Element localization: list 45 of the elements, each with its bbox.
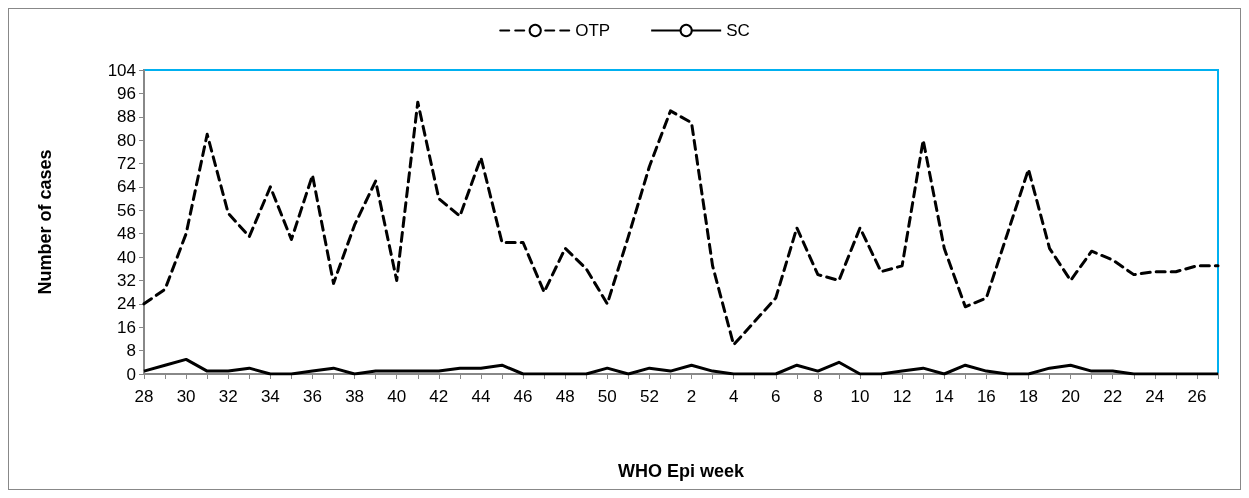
x-tick-label: 40 — [387, 387, 407, 406]
y-tick-label: 32 — [117, 270, 136, 290]
y-tick-label: 64 — [117, 177, 136, 197]
x-tick-label: 30 — [176, 387, 196, 406]
x-tick-label: 8 — [813, 387, 823, 406]
x-tick-label: 24 — [1145, 387, 1165, 406]
x-tick-label: 50 — [597, 387, 617, 406]
y-tick-label: 56 — [117, 200, 136, 220]
y-tick-label: 48 — [117, 224, 136, 244]
x-tick-label: 26 — [1187, 387, 1207, 406]
y-tick-label: 88 — [117, 107, 136, 127]
x-tick-label: 22 — [1103, 387, 1123, 406]
x-tick-label: 34 — [260, 387, 280, 406]
x-tick-label: 12 — [892, 387, 912, 406]
y-tick-label: 96 — [117, 83, 136, 103]
y-tick-label: 80 — [117, 130, 136, 150]
x-tick-label: 6 — [771, 387, 781, 406]
x-tick-label: 20 — [1061, 387, 1081, 406]
y-tick-label: 24 — [117, 294, 136, 314]
x-tick-label: 4 — [728, 387, 739, 406]
x-tick-label: 48 — [555, 387, 575, 406]
x-tick-label: 44 — [471, 387, 491, 406]
legend-label: OTP — [575, 21, 611, 40]
y-tick-label: 72 — [117, 154, 136, 174]
x-tick-label: 32 — [218, 387, 238, 406]
x-axis-title: WHO Epi week — [617, 461, 745, 481]
y-tick-label: 16 — [117, 317, 136, 337]
x-tick-label: 52 — [639, 387, 659, 406]
y-axis-title: Number of cases — [35, 149, 55, 295]
y-tick-label: 8 — [126, 341, 136, 361]
y-tick-label: 104 — [107, 60, 136, 80]
x-tick-label: 10 — [850, 387, 870, 406]
legend-label: SC — [726, 21, 750, 40]
x-tick-label: 14 — [934, 387, 954, 406]
x-tick-label: 16 — [976, 387, 996, 406]
line-series — [142, 100, 1220, 347]
x-tick-label: 28 — [134, 387, 154, 406]
y-tick-label: 0 — [126, 364, 136, 384]
x-tick-label: 38 — [345, 387, 365, 406]
x-tick-label: 42 — [429, 387, 449, 406]
x-tick-label: 36 — [303, 387, 322, 406]
y-tick-label: 40 — [117, 247, 136, 267]
x-tick-label: 2 — [686, 387, 697, 406]
x-tick-label: 46 — [513, 387, 533, 406]
x-tick-label: 18 — [1019, 387, 1038, 406]
